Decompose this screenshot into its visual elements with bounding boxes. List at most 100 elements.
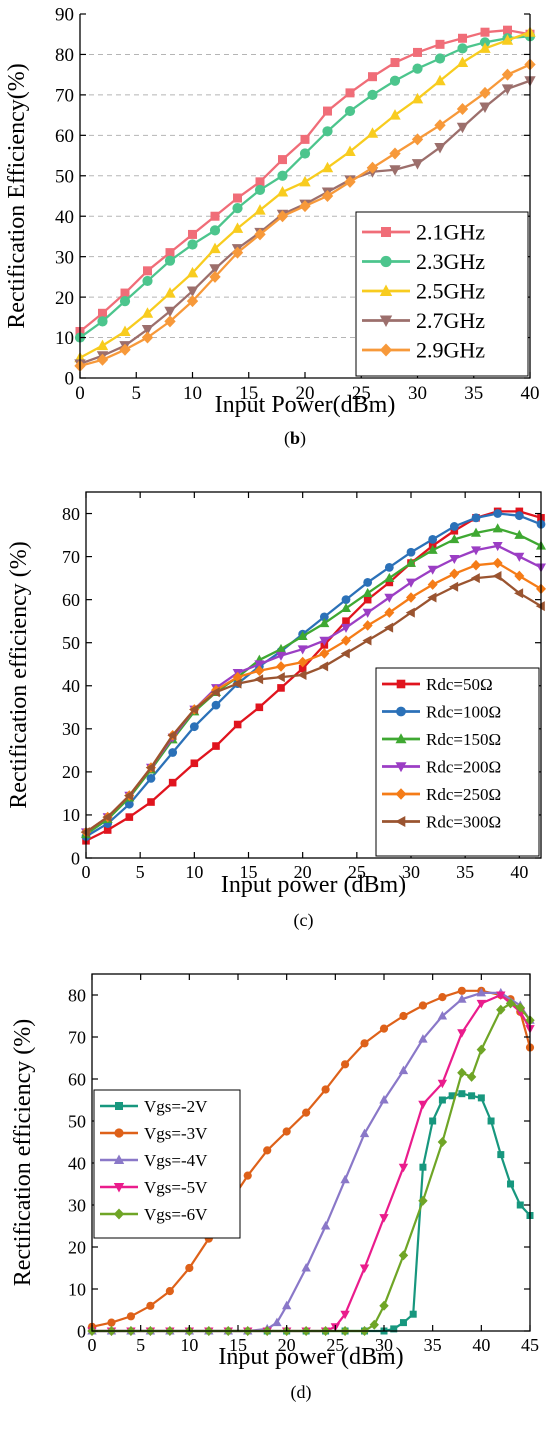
x-tick-label: 5: [136, 862, 145, 882]
x-axis-label: Input Power(dBm): [215, 392, 396, 418]
data-point: [231, 246, 244, 259]
data-point: [399, 1011, 408, 1021]
data-point: [468, 1092, 476, 1100]
x-tick-label: 35: [424, 1335, 442, 1355]
data-point: [300, 134, 310, 144]
data-point: [503, 25, 512, 35]
data-point: [164, 315, 176, 328]
legend-label: 2.3GHz: [416, 249, 485, 274]
legend-item: Vgs=-3V: [100, 1124, 208, 1143]
data-point: [515, 1002, 525, 1013]
data-point: [276, 210, 289, 223]
y-tick-label: 10: [55, 328, 74, 349]
y-tick-label: 10: [62, 805, 80, 825]
data-point: [501, 34, 514, 45]
y-tick-label: 80: [55, 45, 74, 66]
data-point: [362, 587, 373, 597]
data-point: [120, 288, 130, 298]
legend-item: 2.3GHz: [362, 249, 485, 274]
data-point: [434, 142, 446, 154]
x-tick-label: 5: [132, 383, 142, 404]
x-tick-label: 30: [375, 1335, 393, 1355]
data-point: [97, 316, 108, 327]
plot-frame: [91, 973, 531, 1332]
data-point: [124, 790, 134, 801]
legend: 2.1GHz 2.3GHz 2.5GHz 2.7GHz 2.9GHz: [355, 211, 529, 377]
data-point: [398, 1250, 409, 1261]
data-point: [366, 161, 379, 174]
data-point: [458, 1090, 466, 1098]
data-point: [126, 1312, 136, 1321]
data-point: [243, 1171, 252, 1180]
data-point: [272, 1317, 282, 1327]
legend-marker: [379, 343, 393, 357]
data-point: [419, 1163, 427, 1171]
data-point: [487, 1117, 495, 1125]
data-point: [505, 998, 516, 1009]
x-tick-label: 10: [185, 862, 203, 882]
data-point: [434, 74, 446, 86]
data-point: [427, 592, 437, 603]
legend-label: Rdc=150Ω: [426, 730, 501, 749]
data-point: [379, 1095, 389, 1104]
data-point: [514, 529, 525, 539]
data-point: [492, 570, 502, 581]
legend-item: Rdc=100Ω: [382, 702, 501, 721]
data-point: [406, 578, 416, 588]
data-point: [497, 1151, 505, 1159]
data-point: [186, 266, 199, 278]
legend-label: 2.5GHz: [416, 279, 485, 304]
series-b-4: [74, 58, 536, 372]
series-b-1: [74, 31, 536, 343]
data-point: [321, 1085, 330, 1094]
data-point: [389, 109, 401, 120]
y-tick-label: 70: [68, 1027, 86, 1047]
data-point: [362, 620, 373, 631]
data-point: [164, 306, 176, 318]
data-point: [437, 1137, 448, 1147]
data-point: [143, 266, 152, 276]
data-point: [146, 1301, 155, 1310]
data-point: [456, 56, 469, 68]
data-point: [385, 578, 394, 587]
legend-label: 2.9GHz: [416, 338, 485, 363]
data-point: [255, 177, 265, 187]
x-tick-label: 20: [296, 383, 315, 404]
y-tick-label: 20: [68, 1237, 86, 1257]
data-point: [189, 704, 199, 715]
data-point: [142, 275, 153, 287]
data-point: [360, 1039, 369, 1048]
legend-marker: [379, 284, 393, 296]
y-tick-label: 90: [55, 5, 74, 26]
legend-item: Rdc=150Ω: [382, 730, 501, 749]
data-point: [323, 106, 332, 116]
y-axis-label: Rectification efficiency (%): [6, 541, 32, 808]
data-point: [514, 570, 525, 582]
legend-label: 2.1GHz: [416, 220, 485, 245]
x-tick-label: 25: [326, 1335, 344, 1355]
data-point: [492, 523, 503, 533]
data-point: [437, 1011, 448, 1020]
data-point: [390, 58, 400, 68]
data-point: [342, 617, 350, 625]
data-point: [231, 222, 244, 233]
data-point: [278, 155, 287, 165]
data-point: [119, 343, 131, 356]
data-point: [319, 612, 329, 622]
legend-marker: [113, 1183, 125, 1193]
data-point: [80, 827, 90, 838]
y-tick-label: 50: [55, 166, 74, 187]
data-point: [359, 1264, 370, 1273]
data-point: [457, 43, 468, 54]
data-point: [275, 672, 285, 683]
data-point: [449, 534, 460, 544]
y-tick-label: 10: [68, 1279, 86, 1299]
legend: Rdc=50Ω Rdc=100Ω Rdc=150Ω Rdc=200Ω Rdc=250Ω R…: [375, 667, 540, 857]
data-point: [479, 102, 491, 114]
data-point: [124, 799, 134, 809]
x-tick-label: 25: [348, 862, 366, 882]
y-tick-label: 60: [68, 1069, 86, 1089]
data-point: [189, 722, 199, 732]
legend-marker: [113, 1154, 125, 1164]
legend-label: Rdc=100Ω: [426, 702, 501, 721]
